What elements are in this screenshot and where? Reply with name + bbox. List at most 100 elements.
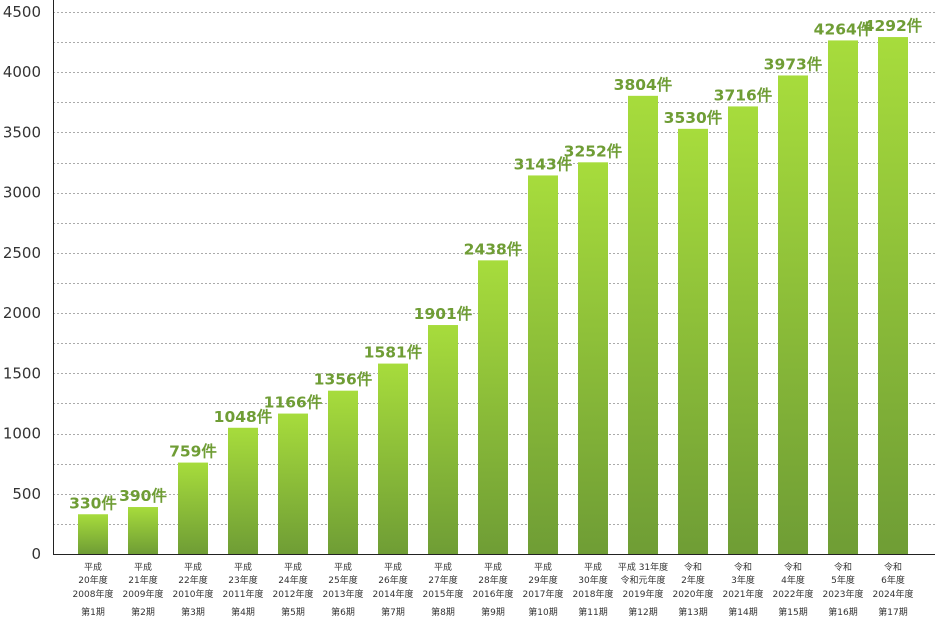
category-label: 23年度: [228, 574, 257, 586]
category-label: 27年度: [428, 574, 457, 586]
category-label: 平成 31年度: [618, 561, 668, 573]
category-label: 4年度: [781, 574, 805, 586]
category-label: 2009年度: [123, 588, 164, 600]
category-label: 2014年度: [373, 588, 414, 600]
category-label: 第5期: [281, 606, 305, 618]
y-tick-label: 1500: [3, 364, 41, 382]
axes: [53, 0, 935, 555]
value-label: 4292件: [864, 16, 923, 35]
category-label: 26年度: [378, 574, 407, 586]
category-label: 第8期: [431, 606, 455, 618]
category-label: 2020年度: [673, 588, 714, 600]
bar: [278, 413, 308, 554]
bar: [778, 75, 808, 555]
y-tick-label: 500: [12, 485, 41, 503]
value-label: 3973件: [764, 54, 823, 73]
y-tick-label: 3000: [3, 184, 41, 202]
category-label: 令和元年度: [620, 574, 665, 586]
bar: [878, 37, 908, 555]
bar: [228, 427, 258, 554]
category-label: 第16期: [828, 606, 857, 618]
value-label: 1901件: [414, 304, 473, 323]
category-label: 25年度: [328, 574, 357, 586]
category-labels: 平成20年度2008年度第1期平成21年度2009年度第2期平成22年度2010…: [73, 561, 914, 618]
y-tick-label: 1000: [3, 425, 41, 443]
category-label: 第4期: [231, 606, 255, 618]
category-label: 2012年度: [273, 588, 314, 600]
category-label: 24年度: [278, 574, 307, 586]
value-label: 759件: [169, 442, 217, 461]
category-label: 2024年度: [873, 588, 914, 600]
category-label: 令和: [734, 561, 752, 573]
bar: [678, 128, 708, 554]
category-label: 令和: [784, 561, 802, 573]
category-label: 2年度: [681, 574, 705, 586]
y-tick-label: 4500: [3, 3, 41, 21]
category-label: 5年度: [831, 574, 855, 586]
bar: [378, 363, 408, 554]
category-label: 第7期: [381, 606, 405, 618]
category-label: 平成: [234, 561, 252, 573]
y-tick-label: 0: [31, 545, 41, 563]
bar: [328, 390, 358, 554]
category-label: 2017年度: [523, 588, 564, 600]
category-label: 2021年度: [723, 588, 764, 600]
category-label: 第17期: [878, 606, 907, 618]
value-label: 1166件: [264, 393, 323, 412]
category-label: 2019年度: [623, 588, 664, 600]
category-label: 3年度: [731, 574, 755, 586]
category-label: 平成: [484, 561, 502, 573]
category-label: 平成: [334, 561, 352, 573]
category-label: 21年度: [128, 574, 157, 586]
value-label: 1048件: [214, 407, 273, 426]
value-label: 3252件: [564, 141, 623, 160]
bars: [78, 37, 908, 555]
category-label: 平成: [284, 561, 302, 573]
category-label: 2008年度: [73, 588, 114, 600]
category-label: 2015年度: [423, 588, 464, 600]
category-label: 6年度: [881, 574, 905, 586]
category-label: 22年度: [178, 574, 207, 586]
category-label: 第10期: [528, 606, 557, 618]
category-label: 2018年度: [573, 588, 614, 600]
category-label: 20年度: [78, 574, 107, 586]
y-tick-label: 2500: [3, 244, 41, 262]
category-label: 第1期: [81, 606, 105, 618]
category-label: 29年度: [528, 574, 557, 586]
category-label: 2010年度: [173, 588, 214, 600]
category-label: 平成: [84, 561, 102, 573]
category-label: 平成: [584, 561, 602, 573]
bar: [128, 507, 158, 554]
category-label: 2011年度: [223, 588, 264, 600]
y-axis-tick-labels: 0 500 1000 1500 2000 2500 3000 3500 4000 4500: [3, 3, 41, 563]
value-label: 3530件: [664, 108, 723, 127]
value-label: 390件: [119, 486, 167, 505]
category-label: 2023年度: [823, 588, 864, 600]
category-label: 平成: [384, 561, 402, 573]
bar: [478, 260, 508, 554]
value-label: 330件: [69, 493, 117, 512]
bar: [178, 462, 208, 554]
category-label: 令和: [834, 561, 852, 573]
category-label: 第15期: [778, 606, 807, 618]
value-label: 4264件: [814, 19, 873, 38]
y-tick-label: 4000: [3, 63, 41, 81]
value-label: 3143件: [514, 154, 573, 173]
category-label: 第6期: [331, 606, 355, 618]
bar: [828, 40, 858, 555]
category-label: 第3期: [181, 606, 205, 618]
category-label: 第11期: [578, 606, 607, 618]
value-label: 1581件: [364, 343, 423, 362]
category-label: 第12期: [628, 606, 657, 618]
y-tick-label: 2000: [3, 304, 41, 322]
bar: [528, 175, 558, 554]
bar: [728, 106, 758, 555]
category-label: 第13期: [678, 606, 707, 618]
value-label: 3716件: [714, 85, 773, 104]
category-label: 平成: [534, 561, 552, 573]
category-label: 第14期: [728, 606, 757, 618]
value-label: 1356件: [314, 370, 373, 389]
category-label: 第2期: [131, 606, 155, 618]
category-label: 2013年度: [323, 588, 364, 600]
